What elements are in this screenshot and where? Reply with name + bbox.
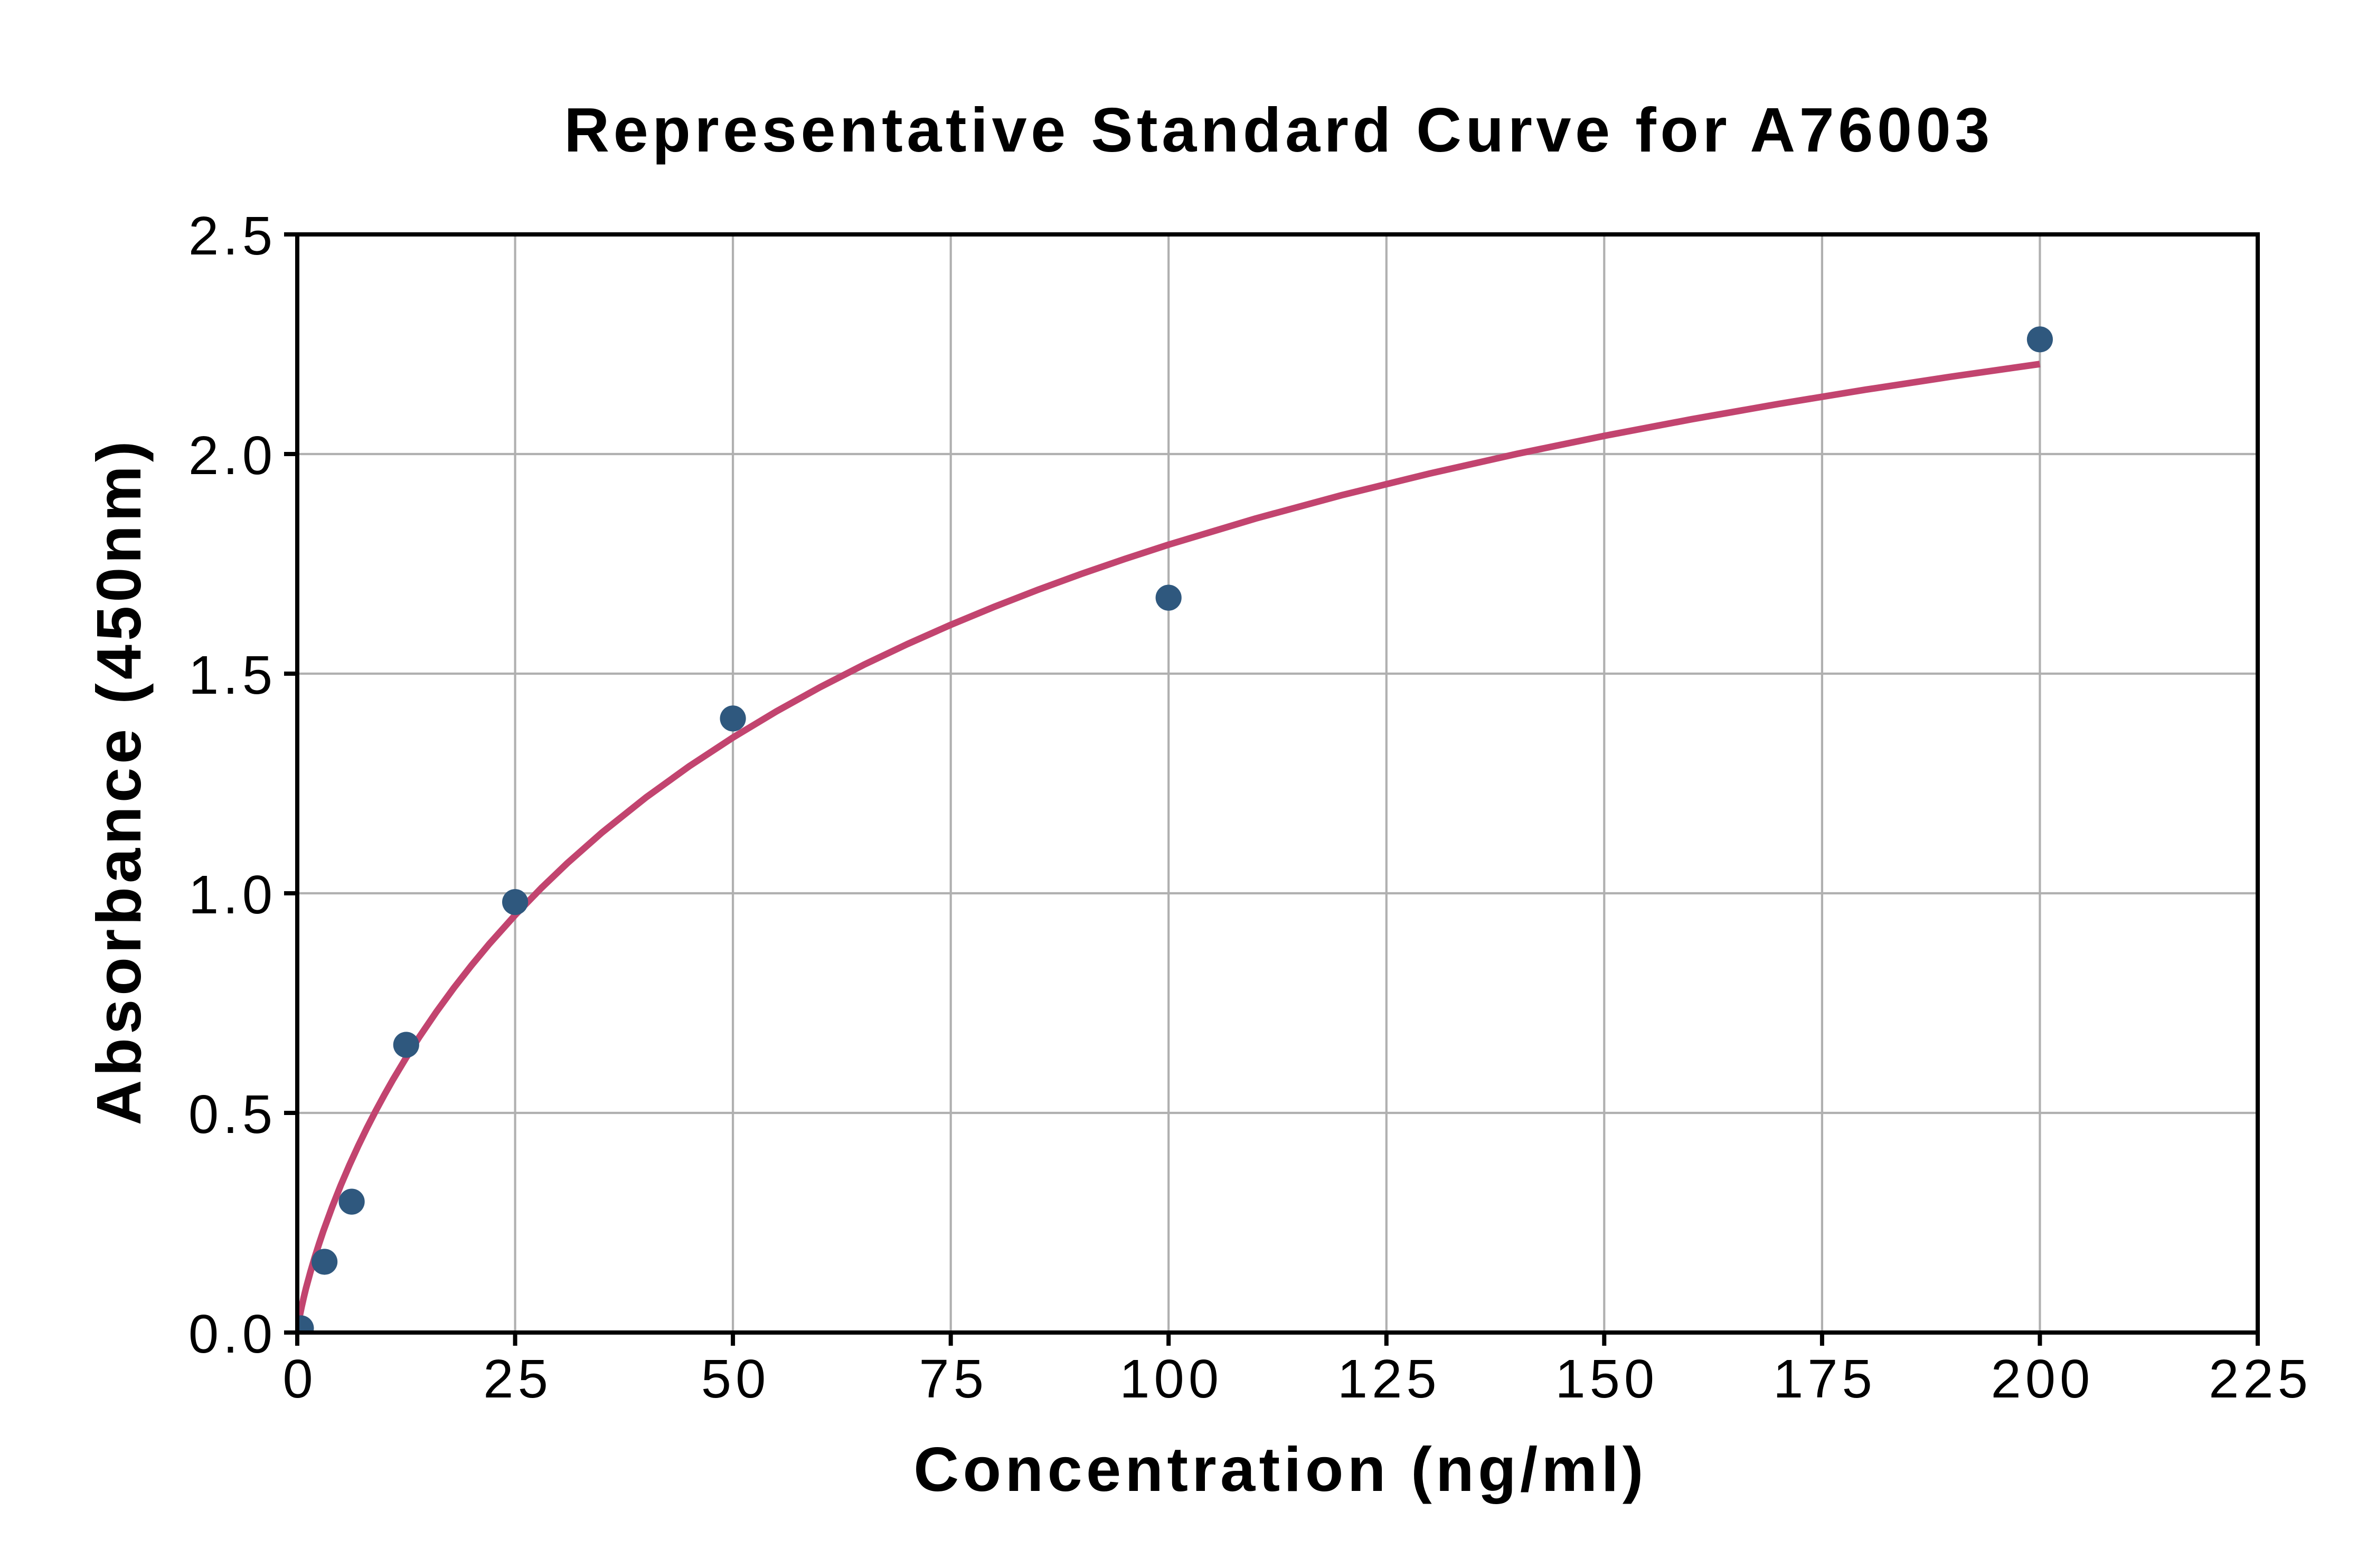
svg-text:0.5: 0.5 <box>188 1084 277 1145</box>
svg-text:Concentration (ng/ml): Concentration (ng/ml) <box>913 1434 1647 1505</box>
svg-text:125: 125 <box>1337 1348 1441 1409</box>
svg-text:1.5: 1.5 <box>188 645 277 705</box>
svg-text:225: 225 <box>2209 1348 2312 1409</box>
svg-text:0.0: 0.0 <box>188 1303 277 1364</box>
svg-text:0: 0 <box>282 1348 317 1409</box>
svg-text:175: 175 <box>1773 1348 1877 1409</box>
svg-text:2.5: 2.5 <box>188 205 277 266</box>
svg-text:Representative Standard Curve: Representative Standard Curve for A76003 <box>564 95 1994 165</box>
svg-text:200: 200 <box>1991 1348 2094 1409</box>
svg-text:150: 150 <box>1555 1348 1658 1409</box>
svg-text:50: 50 <box>701 1348 770 1409</box>
svg-text:100: 100 <box>1119 1348 1223 1409</box>
svg-text:75: 75 <box>919 1348 988 1409</box>
svg-text:25: 25 <box>483 1348 552 1409</box>
svg-text:Absorbance (450nm): Absorbance (450nm) <box>84 437 154 1125</box>
svg-text:1.0: 1.0 <box>188 864 277 925</box>
svg-text:2.0: 2.0 <box>188 425 277 486</box>
